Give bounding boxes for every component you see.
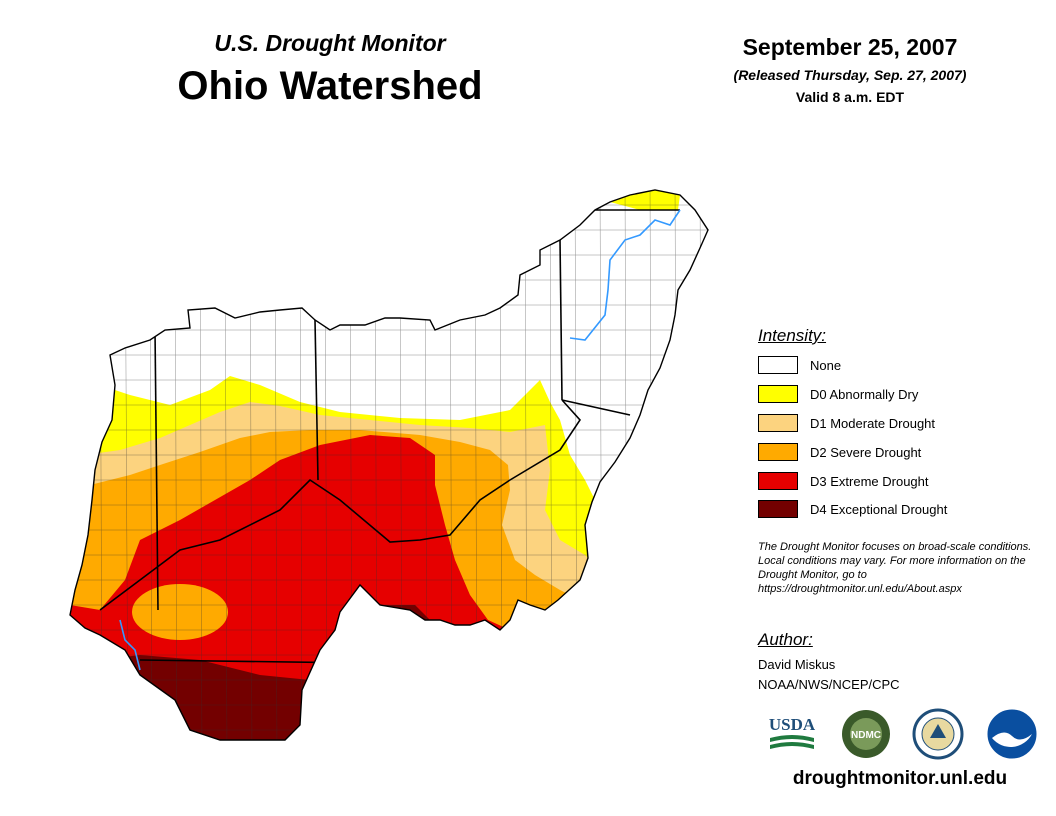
- svg-text:USDA: USDA: [769, 715, 816, 734]
- legend-item-d4: D4 Exceptional Drought: [758, 498, 947, 520]
- drought-intensity-areas: [70, 190, 708, 740]
- valid-time: Valid 8 a.m. EDT: [795, 89, 905, 105]
- legend-swatch-none: [758, 356, 798, 374]
- d3-southeast-tip: [510, 650, 560, 690]
- legend-item-d3: D3 Extreme Drought: [758, 470, 929, 492]
- legend-label: D2 Severe Drought: [810, 444, 922, 460]
- svg-text:NDMC: NDMC: [851, 730, 881, 741]
- footer-url[interactable]: droughtmonitor.unl.edu: [792, 768, 1008, 789]
- legend-swatch-d2: [758, 443, 798, 461]
- map-title: Ohio Watershed: [177, 64, 483, 108]
- author-heading: Author:: [758, 630, 813, 649]
- legend-label: None: [810, 357, 842, 373]
- legend-label: D0 Abnormally Dry: [810, 386, 919, 402]
- basin-outline: [69, 189, 709, 741]
- legend-item-d2: D2 Severe Drought: [758, 441, 921, 463]
- legend-title: Intensity:: [758, 326, 827, 345]
- legend-item-d1: D1 Moderate Drought: [758, 412, 935, 434]
- legend-label: D1 Moderate Drought: [810, 415, 936, 431]
- d2-pocket-area: [132, 584, 228, 640]
- drought-map: [69, 189, 709, 741]
- legend-label: D3 Extreme Drought: [810, 473, 929, 489]
- legend-swatch-d4: [758, 500, 798, 518]
- legend-swatch-d1: [758, 414, 798, 432]
- legend-swatch-d0: [758, 385, 798, 403]
- map-date: September 25, 2007: [742, 34, 958, 60]
- author-name: David Miskus: [758, 657, 836, 672]
- commerce-seal-logo: [912, 708, 964, 760]
- release-date: (Released Thursday, Sep. 27, 2007): [733, 67, 967, 83]
- ndmc-logo: NDMC: [842, 710, 890, 758]
- legend-item-none: None: [758, 354, 841, 376]
- usda-logo: USDA: [769, 715, 816, 749]
- rivers: [119, 209, 681, 671]
- legend-item-d0: D0 Abnormally Dry: [758, 383, 918, 405]
- legend-swatch-d3: [758, 472, 798, 490]
- disclaimer-note: The Drought Monitor focuses on broad-sca…: [758, 541, 1032, 595]
- map-subtitle: U.S. Drought Monitor: [214, 30, 446, 56]
- legend-label: D4 Exceptional Drought: [810, 501, 948, 517]
- noaa-logo: [987, 709, 1037, 759]
- author-org: NOAA/NWS/NCEP/CPC: [758, 677, 900, 692]
